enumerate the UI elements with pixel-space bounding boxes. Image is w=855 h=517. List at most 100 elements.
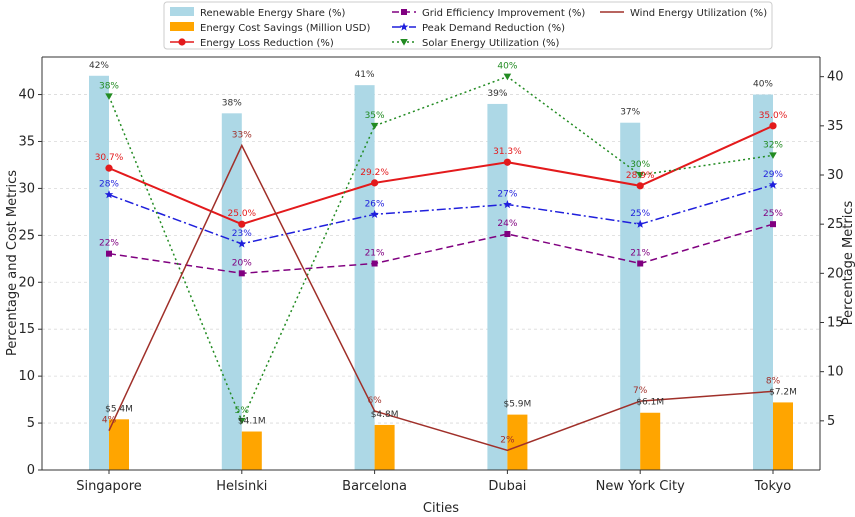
bar-energy-cost-savings-million-usd xyxy=(374,424,395,470)
bar-renewable-energy-share xyxy=(354,85,375,470)
legend-swatch xyxy=(170,7,194,16)
point-grid-efficiency-improvement xyxy=(504,231,511,237)
bar-renewable-energy-share xyxy=(620,122,641,471)
line-value-label: 29.2% xyxy=(360,168,389,178)
line-value-label: 40% xyxy=(497,62,517,72)
line-value-label: 20% xyxy=(232,258,252,268)
legend-label: Peak Demand Reduction (%) xyxy=(422,23,565,34)
right-tick-label: 20 xyxy=(827,266,844,281)
left-tick-label: 25 xyxy=(18,228,35,243)
legend-marker xyxy=(399,22,409,31)
left-tick-label: 35 xyxy=(18,134,35,149)
bars-layer xyxy=(89,75,793,471)
line-value-label: 26% xyxy=(365,199,385,209)
legend-label: Wind Energy Utilization (%) xyxy=(630,8,767,19)
left-tick-label: 0 xyxy=(27,463,35,478)
point-peak-demand-reduction xyxy=(370,209,379,218)
line-value-label: 23% xyxy=(232,229,252,239)
legend-label: Renewable Energy Share (%) xyxy=(200,8,346,19)
bar-value-label: $5.4M xyxy=(105,404,133,414)
line-value-label: 22% xyxy=(99,239,119,249)
point-peak-demand-reduction xyxy=(635,219,645,228)
point-solar-energy-utilization xyxy=(503,73,512,81)
line-value-label: 4% xyxy=(102,416,117,426)
point-peak-demand-reduction xyxy=(503,200,512,209)
legend-box xyxy=(163,1,773,50)
right-tick-label: 5 xyxy=(827,414,835,429)
left-tick-label: 5 xyxy=(27,416,35,431)
point-energy-loss-reduction xyxy=(769,122,777,130)
x-tick-label: Tokyo xyxy=(754,479,791,494)
line-value-label: 7% xyxy=(633,386,648,396)
point-energy-loss-reduction xyxy=(371,179,379,187)
point-energy-loss-reduction xyxy=(636,182,644,190)
bar-energy-cost-savings-million-usd xyxy=(640,412,661,470)
line-value-label: 35.0% xyxy=(759,111,788,121)
legend-item-renewable-energy-share: Renewable Energy Share (%) xyxy=(170,7,346,19)
legend-item-wind-energy-utilization: Wind Energy Utilization (%) xyxy=(600,8,767,19)
legend-label: Grid Efficiency Improvement (%) xyxy=(422,8,585,19)
x-tick-label: Helsinki xyxy=(216,479,267,494)
data-labels: 42% 38% 41% 39% 37% 40% $5.4M $4.1M $4.8M $5.9M $6… xyxy=(89,61,797,446)
line-value-label: 30% xyxy=(630,160,650,170)
bar-value-label: $7.2M xyxy=(769,387,797,397)
x-tick-label: New York City xyxy=(596,479,685,494)
line-value-label: 38% xyxy=(99,81,119,91)
bar-value-label: 38% xyxy=(222,98,242,108)
left-tick-label: 20 xyxy=(18,275,35,290)
line-value-label: 25% xyxy=(763,209,783,219)
right-tick-label: 40 xyxy=(827,70,844,85)
legend-item-energy-cost-savings-million-usd: Energy Cost Savings (Million USD) xyxy=(170,22,370,34)
point-energy-loss-reduction xyxy=(105,164,113,172)
legend-marker xyxy=(178,38,186,46)
line-energy-loss-reduction xyxy=(108,124,774,226)
point-solar-energy-utilization xyxy=(105,93,113,100)
bar-value-label: $5.9M xyxy=(503,400,531,410)
legend-label: Energy Loss Reduction (%) xyxy=(200,38,334,49)
x-axis-title: Cities xyxy=(423,501,459,516)
line-value-label: 21% xyxy=(365,249,385,259)
point-solar-energy-utilization xyxy=(370,122,379,130)
point-peak-demand-reduction xyxy=(104,190,114,199)
line-value-label: 28% xyxy=(99,180,119,190)
bar-value-label: 41% xyxy=(355,70,375,80)
bar-energy-cost-savings-million-usd xyxy=(241,431,262,470)
point-peak-demand-reduction xyxy=(768,180,778,189)
axes: 0 5 10 15 20 25 30 35 40 5 10 15 20 25 30 35 40 Singapore… xyxy=(18,56,844,494)
line-value-label: 25% xyxy=(630,209,650,219)
line-value-label: 29% xyxy=(763,170,783,180)
legend-item-energy-loss-reduction: Energy Loss Reduction (%) xyxy=(170,38,334,49)
bar-renewable-energy-share xyxy=(89,75,109,470)
line-value-label: 32% xyxy=(763,140,783,150)
point-peak-demand-reduction xyxy=(237,239,247,248)
legend-marker xyxy=(400,39,408,46)
line-value-label: 5% xyxy=(235,406,250,416)
bar-energy-cost-savings-million-usd xyxy=(109,419,129,470)
lines-layer xyxy=(104,73,778,452)
line-value-label: 31.3% xyxy=(493,147,522,157)
line-value-label: 8% xyxy=(766,376,781,386)
line-value-label: 6% xyxy=(367,396,382,406)
bar-renewable-energy-share xyxy=(753,94,773,470)
line-value-label: 30.7% xyxy=(95,153,124,163)
line-value-label: 25.0% xyxy=(228,209,257,219)
left-tick-label: 10 xyxy=(18,369,35,384)
point-grid-efficiency-improvement xyxy=(371,260,378,267)
line-peak-demand-reduction xyxy=(108,184,774,245)
line-value-label: 27% xyxy=(497,190,517,200)
left-tick-label: 30 xyxy=(18,181,35,196)
left-y-axis-title: Percentage and Cost Metrics xyxy=(5,170,20,356)
point-energy-loss-reduction xyxy=(503,158,511,166)
bar-renewable-energy-share xyxy=(221,113,242,471)
bar-value-label: 40% xyxy=(753,80,773,90)
line-value-label: 24% xyxy=(497,219,517,229)
line-value-label: 2% xyxy=(500,435,515,445)
legend-label: Energy Cost Savings (Million USD) xyxy=(200,23,370,34)
line-grid-efficiency-improvement xyxy=(108,223,774,275)
x-tick-label: Dubai xyxy=(488,479,526,494)
legend-item-solar-energy-utilization: Solar Energy Utilization (%) xyxy=(392,38,560,49)
line-value-label: 35% xyxy=(365,111,385,121)
grid-lines xyxy=(42,94,820,471)
